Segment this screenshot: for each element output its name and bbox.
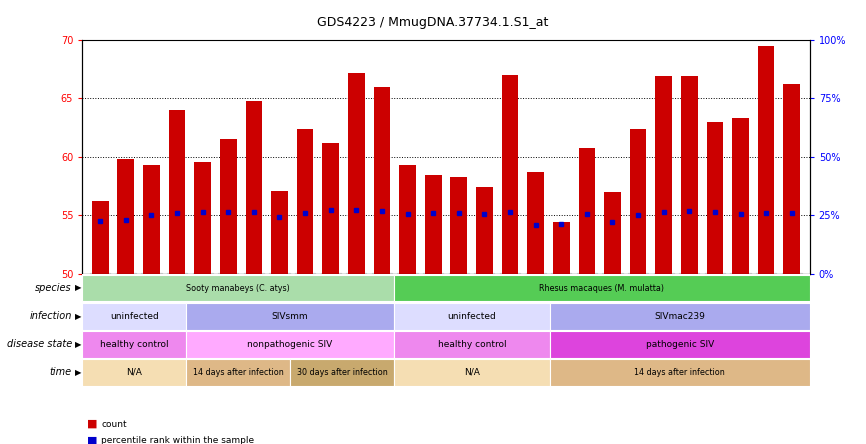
Text: disease state: disease state	[7, 339, 72, 349]
Bar	[527, 172, 544, 274]
Bar	[550, 303, 810, 329]
Text: Sooty manabeys (C. atys): Sooty manabeys (C. atys)	[186, 284, 290, 293]
Text: infection: infection	[29, 311, 72, 321]
Bar	[394, 274, 810, 301]
Text: 30 days after infection: 30 days after infection	[297, 368, 387, 377]
Text: time: time	[49, 367, 72, 377]
Bar	[169, 110, 185, 274]
Bar	[373, 87, 391, 274]
Bar	[271, 191, 288, 274]
Bar	[476, 187, 493, 274]
Bar	[394, 331, 550, 357]
Text: percentile rank within the sample: percentile rank within the sample	[101, 436, 255, 444]
Bar	[550, 359, 810, 386]
Text: ■: ■	[87, 436, 97, 444]
Bar	[553, 222, 570, 274]
Bar	[578, 147, 595, 274]
Text: healthy control: healthy control	[100, 340, 169, 349]
Text: ▶: ▶	[75, 312, 82, 321]
Bar	[82, 274, 394, 301]
Text: GDS4223 / MmugDNA.37734.1.S1_at: GDS4223 / MmugDNA.37734.1.S1_at	[317, 16, 549, 28]
Bar	[450, 177, 467, 274]
Bar	[501, 75, 519, 274]
Text: pathogenic SIV: pathogenic SIV	[646, 340, 714, 349]
Text: N/A: N/A	[126, 368, 142, 377]
Bar	[656, 76, 672, 274]
Bar	[550, 331, 810, 357]
Text: healthy control: healthy control	[437, 340, 507, 349]
Bar	[246, 101, 262, 274]
Bar	[784, 84, 800, 274]
Text: 14 days after infection: 14 days after infection	[635, 368, 725, 377]
Text: Rhesus macaques (M. mulatta): Rhesus macaques (M. mulatta)	[540, 284, 664, 293]
Bar	[118, 159, 134, 274]
Bar	[394, 303, 550, 329]
Bar	[681, 76, 698, 274]
Text: ▶: ▶	[75, 284, 82, 293]
Bar	[82, 303, 186, 329]
Bar	[186, 359, 290, 386]
Bar	[220, 139, 236, 274]
Bar	[92, 202, 108, 274]
Text: 14 days after infection: 14 days after infection	[193, 368, 283, 377]
Bar	[399, 165, 416, 274]
Bar	[297, 129, 313, 274]
Bar	[348, 73, 365, 274]
Bar	[194, 162, 211, 274]
Text: SIVsmm: SIVsmm	[272, 312, 308, 321]
Text: uninfected: uninfected	[110, 312, 158, 321]
Text: ■: ■	[87, 419, 97, 429]
Bar	[733, 119, 749, 274]
Bar	[707, 122, 723, 274]
Bar	[394, 359, 550, 386]
Bar	[630, 129, 646, 274]
Bar	[82, 359, 186, 386]
Bar	[758, 46, 774, 274]
Bar	[322, 143, 339, 274]
Text: nonpathogenic SIV: nonpathogenic SIV	[248, 340, 333, 349]
Text: ▶: ▶	[75, 340, 82, 349]
Text: species: species	[36, 283, 72, 293]
Bar	[604, 192, 621, 274]
Text: uninfected: uninfected	[448, 312, 496, 321]
Text: count: count	[101, 420, 127, 428]
Bar	[143, 165, 159, 274]
Text: ▶: ▶	[75, 368, 82, 377]
Bar	[82, 331, 186, 357]
Text: SIVmac239: SIVmac239	[655, 312, 705, 321]
Bar	[186, 331, 394, 357]
Bar	[290, 359, 394, 386]
Text: N/A: N/A	[464, 368, 480, 377]
Bar	[186, 303, 394, 329]
Bar	[425, 174, 442, 274]
